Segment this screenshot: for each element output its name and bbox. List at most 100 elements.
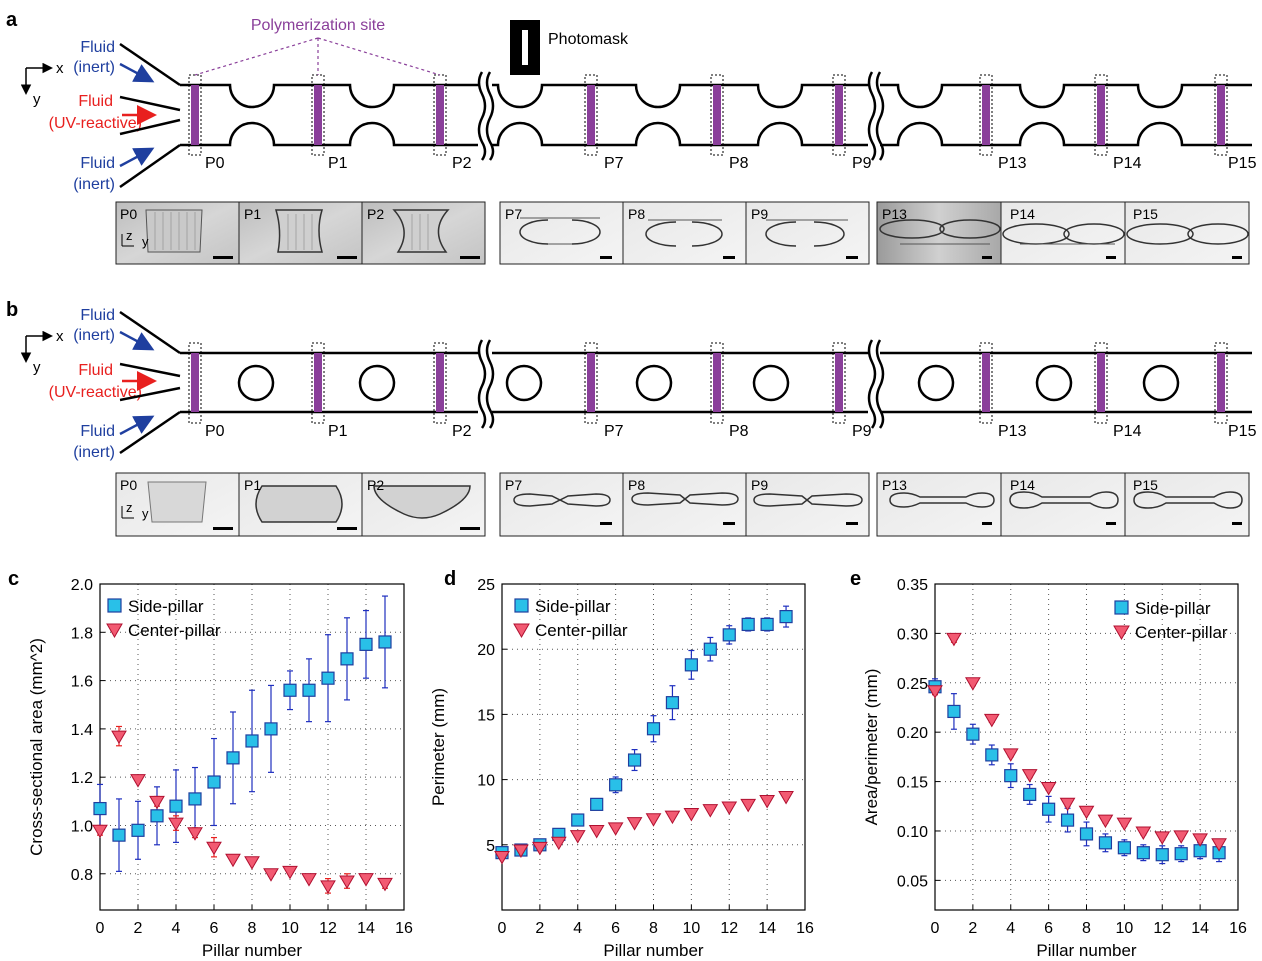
inlet-channels-b (119, 310, 181, 455)
micrograph-a-p14: P14 (1000, 201, 1126, 265)
data-point-side-pillar (760, 617, 774, 632)
x-tick-label: 10 (682, 920, 700, 937)
data-point-center-pillar (1154, 831, 1171, 845)
data-point-side-pillar (359, 637, 373, 651)
data-point-side-pillar (378, 635, 392, 649)
pillar-label: P7 (604, 155, 624, 172)
data-point-center-pillar (187, 827, 203, 841)
data-point-side-pillar (1004, 769, 1018, 783)
data-point-center-pillar (1211, 838, 1227, 852)
inlet-top-arrow (119, 330, 155, 351)
pillar-label: P13 (998, 155, 1027, 172)
micrograph-label: P2 (367, 206, 384, 222)
micrograph-b-p15: P15 (1124, 472, 1250, 537)
data-point-side-pillar (1136, 846, 1150, 860)
y-tick-label: 0.35 (897, 577, 928, 594)
x-tick-label: 12 (720, 920, 738, 937)
site-a-p14 (1094, 74, 1108, 156)
legend-label: Side-pillar (1135, 599, 1211, 618)
data-point-side-pillar (1155, 848, 1169, 862)
x-axis-label: Pillar number (1036, 941, 1136, 960)
y-tick-label: 0.05 (897, 873, 928, 890)
y-tick-label: 0.25 (897, 676, 928, 693)
data-point-center-pillar (358, 873, 374, 887)
micrograph-label: P14 (1010, 477, 1035, 493)
site-b-p13 (979, 342, 993, 424)
y-tick-label: 1.2 (71, 770, 93, 787)
data-point-center-pillar (983, 713, 1000, 728)
x-tick-label: 0 (96, 920, 105, 937)
micrograph-label: P0 (120, 206, 137, 222)
data-point-center-pillar (263, 868, 279, 882)
data-point-center-pillar (111, 730, 127, 745)
data-point-side-pillar (131, 823, 145, 837)
polymerization-sites-a (188, 74, 1228, 156)
y-axis-label: Area/perimeter (mm) (862, 669, 881, 826)
panel-b: b x y Fluid (inert) Fluid (UV-reactive) … (6, 299, 1257, 537)
inlet-bot-label-2: (inert) (73, 444, 115, 461)
data-point-side-pillar (722, 628, 736, 642)
inlet-mid-label-2: (UV-reactive) (49, 384, 142, 401)
axis-indicator-a: x y (20, 60, 64, 108)
micrograph-label: P14 (1010, 206, 1035, 222)
y-axis-label: Cross-sectional area (mm^2) (27, 638, 46, 856)
data-point-center-pillar (607, 822, 624, 836)
data-point-side-pillar (321, 671, 335, 685)
data-point-center-pillar (1135, 826, 1152, 840)
site-b-p2 (433, 342, 447, 424)
y-tick-label: 0.10 (897, 824, 928, 841)
y-tick-label: 10 (477, 773, 495, 790)
micrograph-b-p8: P8 (622, 472, 747, 537)
data-point-center-pillar (1021, 769, 1038, 783)
panel-letter-e: e (850, 568, 861, 590)
site-a-p0 (188, 74, 202, 156)
data-point-center-pillar (1078, 805, 1095, 820)
axis-y-label: y (33, 359, 41, 376)
y-tick-label: 0.20 (897, 725, 928, 742)
inlet-bot-arrow (119, 415, 155, 436)
chart-c: c 0 2 4 6 8 10 12 14 16 0.8 1.0 1.2 1.4 1.6 1.8 2.0 Pilla… (8, 568, 413, 960)
pillar-label: P9 (852, 155, 872, 172)
inlet-mid-label-1: Fluid (78, 362, 113, 379)
photomask-slit (522, 30, 528, 65)
data-point-center-pillar (130, 774, 146, 788)
inlet-mid-label-1: Fluid (78, 93, 113, 110)
data-point-center-pillar (702, 804, 719, 818)
micrograph-b-p9: P9 (745, 472, 870, 537)
photomask-label: Photomask (548, 31, 629, 48)
micrograph-label: P1 (244, 206, 261, 222)
data-point-center-pillar (588, 824, 605, 839)
site-b-p0 (188, 342, 202, 424)
data-point-side-pillar (665, 696, 680, 710)
panel-a: a x y Fluid (inert) Fluid (UV-reactive) … (6, 9, 1257, 265)
pillar-label: P1 (328, 155, 348, 172)
micrographs-a: P0 z y P1 P2 (115, 201, 1250, 265)
pillar-label: P15 (1228, 423, 1257, 440)
x-axis-label: Pillar number (202, 941, 302, 960)
x-tick-label: 6 (611, 920, 620, 937)
data-point-center-pillar (778, 791, 794, 805)
site-a-p1 (311, 74, 325, 156)
panel-letter-a: a (6, 9, 18, 31)
panel-letter-c: c (8, 568, 19, 590)
micrograph-a-p15: P15 (1124, 201, 1250, 265)
y-tick-label: 20 (477, 642, 495, 659)
micrograph-a-p8: P8 (622, 201, 747, 265)
pillar-label: P8 (729, 155, 749, 172)
data-point-center-pillar (532, 841, 548, 856)
data-point-center-pillar (721, 801, 738, 815)
data-point-side-pillar (1023, 787, 1037, 802)
x-tick-label: 6 (210, 920, 219, 937)
data-point-center-pillar (206, 841, 222, 856)
data-point-side-pillar (646, 722, 661, 736)
data-point-center-pillar (1002, 748, 1019, 762)
site-a-p13 (979, 74, 993, 156)
data-point-side-pillar (947, 704, 961, 719)
pillar-label: P14 (1113, 155, 1142, 172)
micrograph-a-p9: P9 (745, 201, 870, 265)
callout-lines (194, 37, 441, 76)
site-a-p7 (584, 74, 598, 156)
micrograph-label: P15 (1133, 206, 1158, 222)
micrograph-label: P9 (751, 206, 768, 222)
